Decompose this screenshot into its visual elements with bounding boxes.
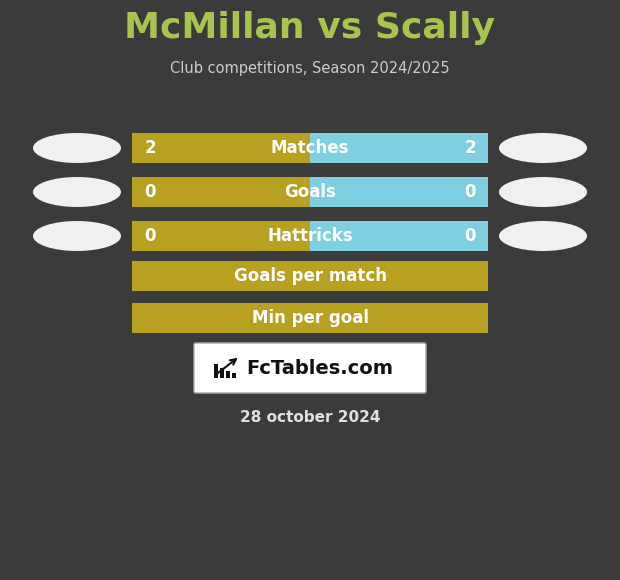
Bar	[310, 221, 320, 251]
Text: 0: 0	[464, 227, 476, 245]
Text: 0: 0	[144, 227, 156, 245]
Ellipse shape	[33, 177, 121, 207]
Bar	[310, 177, 320, 207]
FancyBboxPatch shape	[310, 177, 488, 207]
Bar	[220, 368, 224, 378]
Text: 2: 2	[464, 139, 476, 157]
Ellipse shape	[499, 133, 587, 163]
FancyBboxPatch shape	[132, 177, 488, 207]
FancyBboxPatch shape	[132, 261, 488, 291]
Ellipse shape	[33, 221, 121, 251]
Text: Goals: Goals	[284, 183, 336, 201]
FancyBboxPatch shape	[132, 221, 488, 251]
Bar	[232, 373, 236, 378]
FancyBboxPatch shape	[310, 133, 488, 163]
FancyBboxPatch shape	[310, 221, 488, 251]
Text: Goals per match: Goals per match	[234, 267, 386, 285]
FancyBboxPatch shape	[132, 133, 488, 163]
Text: 28 october 2024: 28 october 2024	[240, 411, 380, 426]
FancyBboxPatch shape	[194, 343, 426, 393]
Text: FcTables.com: FcTables.com	[246, 358, 393, 378]
Bar	[310, 133, 320, 163]
Ellipse shape	[499, 221, 587, 251]
Text: Matches: Matches	[271, 139, 349, 157]
Text: Hattricks: Hattricks	[267, 227, 353, 245]
FancyBboxPatch shape	[132, 303, 488, 333]
Text: 0: 0	[144, 183, 156, 201]
Bar	[214, 364, 218, 378]
Ellipse shape	[33, 133, 121, 163]
Bar	[226, 371, 230, 378]
Ellipse shape	[499, 177, 587, 207]
Text: 0: 0	[464, 183, 476, 201]
Text: 2: 2	[144, 139, 156, 157]
Text: McMillan vs Scally: McMillan vs Scally	[125, 11, 495, 45]
Text: Club competitions, Season 2024/2025: Club competitions, Season 2024/2025	[170, 60, 450, 75]
Text: Min per goal: Min per goal	[252, 309, 368, 327]
